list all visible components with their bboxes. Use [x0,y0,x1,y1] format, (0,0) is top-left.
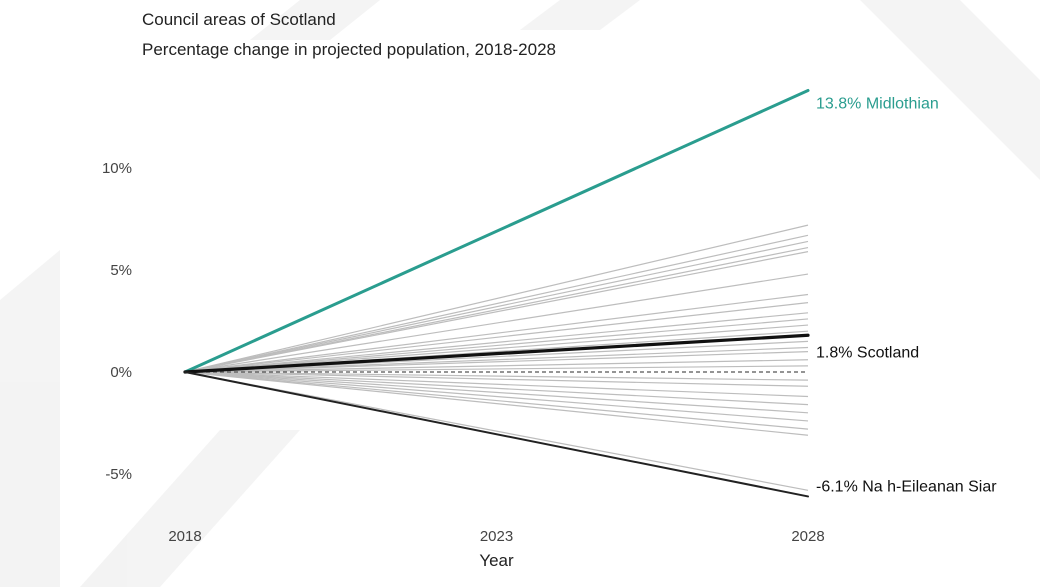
chart-subtitle: Percentage change in projected populatio… [142,40,556,59]
council-line [184,351,809,373]
council-line [184,371,809,436]
council-line [184,371,809,491]
council-line [184,371,809,381]
y-tick-label: 5% [110,262,132,279]
x-tick-label: 2028 [791,528,824,545]
y-tick-label: 0% [110,364,132,381]
council-line [184,324,809,373]
council-line [184,371,809,406]
council-line [184,240,809,373]
council-line [184,293,809,373]
y-tick-label: 10% [102,160,132,177]
x-tick-label: 2023 [480,528,513,545]
y-tick-label: -5% [105,466,132,483]
council-line [184,302,809,373]
series-label-midlothian: 13.8% Midlothian [816,95,939,112]
council-line [184,273,809,373]
council-line [184,371,809,387]
other-council-lines [184,224,809,491]
chart-title: Council areas of Scotland [142,10,336,29]
series-line-na-h-eileanan-siar [184,371,809,498]
series-line-scotland [183,333,810,374]
council-line [184,371,809,430]
council-line [184,224,809,373]
highlighted-series [183,88,810,498]
council-line [184,251,809,373]
council-line [184,371,809,398]
council-line [184,246,809,373]
series-line-midlothian [183,88,810,374]
series-end-labels: 13.8% Midlothian 1.8% Scotland -6.1% Na h-… [816,95,997,495]
council-line [184,371,809,414]
series-label-na-h-eileanan-siar: -6.1% Na h-Eileanan Siar [816,478,997,495]
x-axis-label: Year [479,551,514,570]
x-tick-label: 2018 [168,528,201,545]
council-line [184,359,809,373]
council-line [184,318,809,373]
series-label-scotland: 1.8% Scotland [816,344,919,361]
x-axis-ticks: 2018 2023 2028 [168,528,824,545]
council-line [184,346,809,373]
council-line [184,365,809,373]
council-line [184,234,809,373]
y-axis-ticks: 10% 5% 0% -5% [102,160,132,483]
council-line [184,371,809,422]
council-line [184,312,809,373]
